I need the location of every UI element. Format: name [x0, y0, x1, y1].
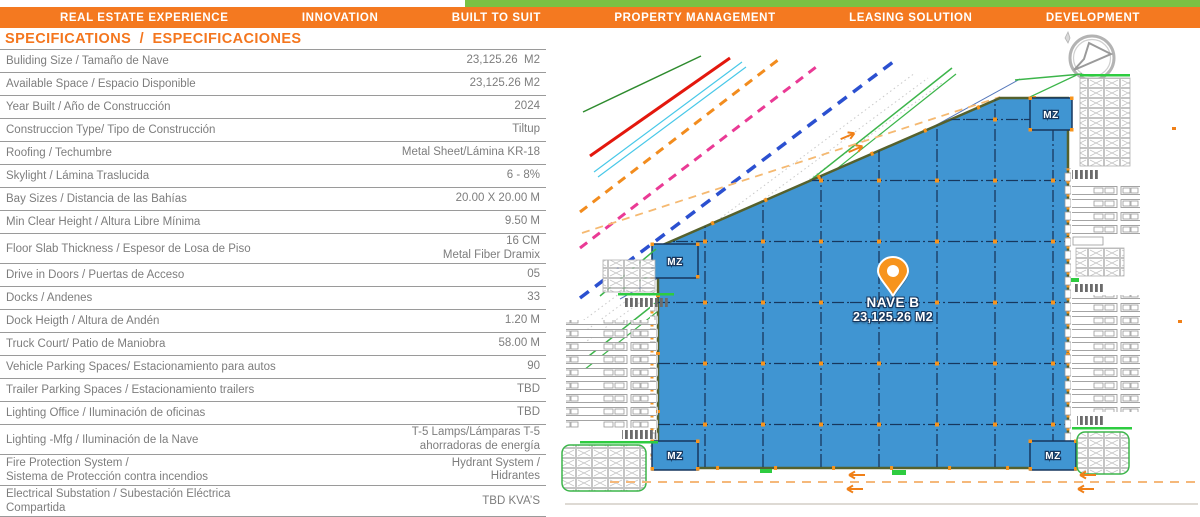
- mz-marker-top-right: MZ: [1028, 96, 1074, 132]
- trailer-spaces-right-lower: [1072, 295, 1140, 412]
- spec-value: 58.00 M: [498, 337, 540, 350]
- nav-development[interactable]: DEVELOPMENT: [1045, 11, 1140, 24]
- nav-innovation[interactable]: INNOVATION: [301, 11, 379, 24]
- spec-row-vehicle-parking: Vehicle Parking Spaces/ Estacionamiento …: [0, 356, 546, 380]
- site-plan: MZ MZ MZ MZ: [561, 30, 1198, 505]
- spec-row-bay-sizes: Bay Sizes / Distancia de las Bahías 20.00…: [0, 188, 546, 211]
- spec-value: TBD: [517, 383, 540, 396]
- parking-area-right: [1014, 73, 1182, 475]
- spec-label: Bay Sizes / Distancia de las Bahías: [6, 192, 187, 205]
- spec-label: Buliding Size / Tamaño de Nave: [6, 54, 169, 67]
- spec-row-roofing: Roofing / Techumbre Metal Sheet/Lámina KR…: [0, 142, 546, 165]
- spec-label: Roofing / Techumbre: [6, 146, 112, 159]
- svg-text:MZ: MZ: [1045, 451, 1060, 462]
- spec-value: 33: [527, 291, 540, 304]
- dock-doors-right: [1064, 168, 1071, 453]
- nav-property-management[interactable]: PROPERTY MANAGEMENT: [614, 11, 776, 24]
- spec-label: Truck Court/ Patio de Maniobra: [6, 338, 166, 351]
- svg-text:MZ: MZ: [667, 257, 682, 268]
- spec-row-lighting-mfg: Lighting -Mfg / Iluminación de la Nave T-…: [0, 425, 546, 456]
- trailer-spaces-right-upper: [1072, 182, 1140, 234]
- compass-icon: [1064, 30, 1116, 82]
- nav-built-to-suit[interactable]: BUILT TO SUIT: [451, 11, 541, 24]
- building-grid: [658, 98, 1068, 468]
- spec-row-lighting-office: Lighting Office / Iluminación de oficina…: [0, 402, 546, 426]
- location-pin-icon: [876, 256, 910, 299]
- spec-value: 16 CM Metal Fiber Dramix: [442, 235, 540, 261]
- main-nav-bar: REAL ESTATE EXPERIENCE INNOVATION BUILT …: [0, 7, 1200, 28]
- trailer-spaces-left: [566, 320, 656, 428]
- spec-label: Construccion Type/ Tipo de Construcción: [6, 123, 216, 136]
- spec-label: Fire Protection System / Sistema de Prot…: [6, 457, 208, 484]
- spec-label: Skylight / Lámina Traslucida: [6, 169, 150, 182]
- nav-real-estate-experience[interactable]: REAL ESTATE EXPERIENCE: [60, 11, 229, 24]
- spec-label: Lighting -Mfg / Iluminación de la Nave: [6, 433, 199, 446]
- spec-row-drive-in-doors: Drive in Doors / Puertas de Acceso 05: [0, 264, 546, 288]
- spec-value: 20.00 X 20.00 M: [455, 192, 540, 205]
- spec-label: Trailer Parking Spaces / Estacionamiento…: [6, 384, 255, 397]
- spec-value: 2024: [514, 100, 540, 113]
- spec-label: Available Space / Espacio Disponible: [6, 77, 196, 90]
- spec-value: 05: [527, 268, 540, 281]
- building-footprint: [650, 96, 1071, 470]
- spec-value: Metal Sheet/Lámina KR-18: [401, 146, 540, 159]
- spec-row-truck-court: Truck Court/ Patio de Maniobra 58.00 M: [0, 333, 546, 357]
- svg-text:MZ: MZ: [1043, 110, 1058, 121]
- spec-row-construction-type: Construccion Type/ Tipo de Construcción T…: [0, 119, 546, 142]
- spec-value: 90: [527, 360, 540, 373]
- spec-row-dock-height: Dock Heigth / Altura de Andén 1.20 M: [0, 310, 546, 334]
- spec-label: Year Built / Año de Construcción: [6, 100, 171, 113]
- top-green-accent-bar: [465, 0, 1200, 7]
- spec-value: T-5 Lamps/Lámparas T-5 ahorradoras de en…: [411, 426, 540, 452]
- building-area-label: 23,125.26 M2: [852, 310, 934, 324]
- direction-arrows: [840, 131, 1096, 494]
- mz-marker-bottom-right: MZ: [1028, 439, 1078, 471]
- spec-row-fire-protection: Fire Protection System / Sistema de Prot…: [0, 455, 546, 487]
- spec-label: Drive in Doors / Puertas de Acceso: [6, 269, 185, 282]
- spec-row-year-built: Year Built / Año de Construcción 2024: [0, 96, 546, 119]
- building-name-label: NAVE B: [866, 295, 920, 310]
- spec-value: Hydrant System / Hidrantes: [451, 456, 540, 483]
- spec-value: 23,125.26 M2: [469, 77, 540, 90]
- spec-value: TBD KVA’S: [482, 494, 540, 507]
- spec-label: Docks / Andenes: [6, 292, 93, 305]
- spec-value: Tiltup: [512, 123, 540, 136]
- spec-row-docks: Docks / Andenes 33: [0, 287, 546, 311]
- mz-marker-left: MZ: [650, 242, 700, 279]
- mz-marker-bottom-left: MZ: [650, 439, 700, 471]
- spec-row-skylight: Skylight / Lámina Traslucida 6 - 8%: [0, 165, 546, 188]
- green-site-markers: [760, 469, 906, 475]
- building-label-group: NAVE B 23,125.26 M2: [793, 295, 993, 324]
- spec-row-electrical-substation: Electrical Substation / Subestación Eléc…: [0, 486, 546, 517]
- spec-label: Floor Slab Thickness / Espesor de Losa d…: [6, 242, 251, 255]
- spec-label: Min Clear Height / Altura Libre Mínima: [6, 215, 201, 228]
- spec-label: Dock Heigth / Altura de Andén: [6, 315, 160, 328]
- spec-value: 6 - 8%: [506, 169, 540, 182]
- spec-label: Lighting Office / Iluminación de oficina…: [6, 407, 206, 420]
- spec-value: 1.20 M: [504, 314, 540, 327]
- nav-leasing-solution[interactable]: LEASING SOLUTION: [849, 11, 973, 24]
- spec-value: TBD: [517, 406, 540, 419]
- spec-row-available-space: Available Space / Espacio Disponible 23,1…: [0, 73, 546, 96]
- spec-label: Vehicle Parking Spaces/ Estacionamiento …: [6, 361, 276, 374]
- spec-row-min-clear-height: Min Clear Height / Altura Libre Mínima 9.…: [0, 211, 546, 234]
- spec-value: 9.50 M: [504, 215, 540, 228]
- spec-row-trailer-parking: Trailer Parking Spaces / Estacionamiento…: [0, 379, 546, 403]
- specifications-table: Buliding Size / Tamaño de Nave 23,125.26 …: [0, 49, 546, 517]
- spec-row-floor-slab: Floor Slab Thickness / Espesor de Losa d…: [0, 234, 546, 265]
- svg-text:MZ: MZ: [667, 451, 682, 462]
- spec-label: Electrical Substation / Subestación Eléc…: [6, 488, 231, 515]
- page-title: SPECIFICATIONS / ESPECIFICACIONES: [5, 31, 302, 47]
- spec-value: 23,125.26 M2: [466, 54, 540, 67]
- parking-area-left: [561, 248, 674, 492]
- spec-row-building-size: Buliding Size / Tamaño de Nave 23,125.26 …: [0, 50, 546, 73]
